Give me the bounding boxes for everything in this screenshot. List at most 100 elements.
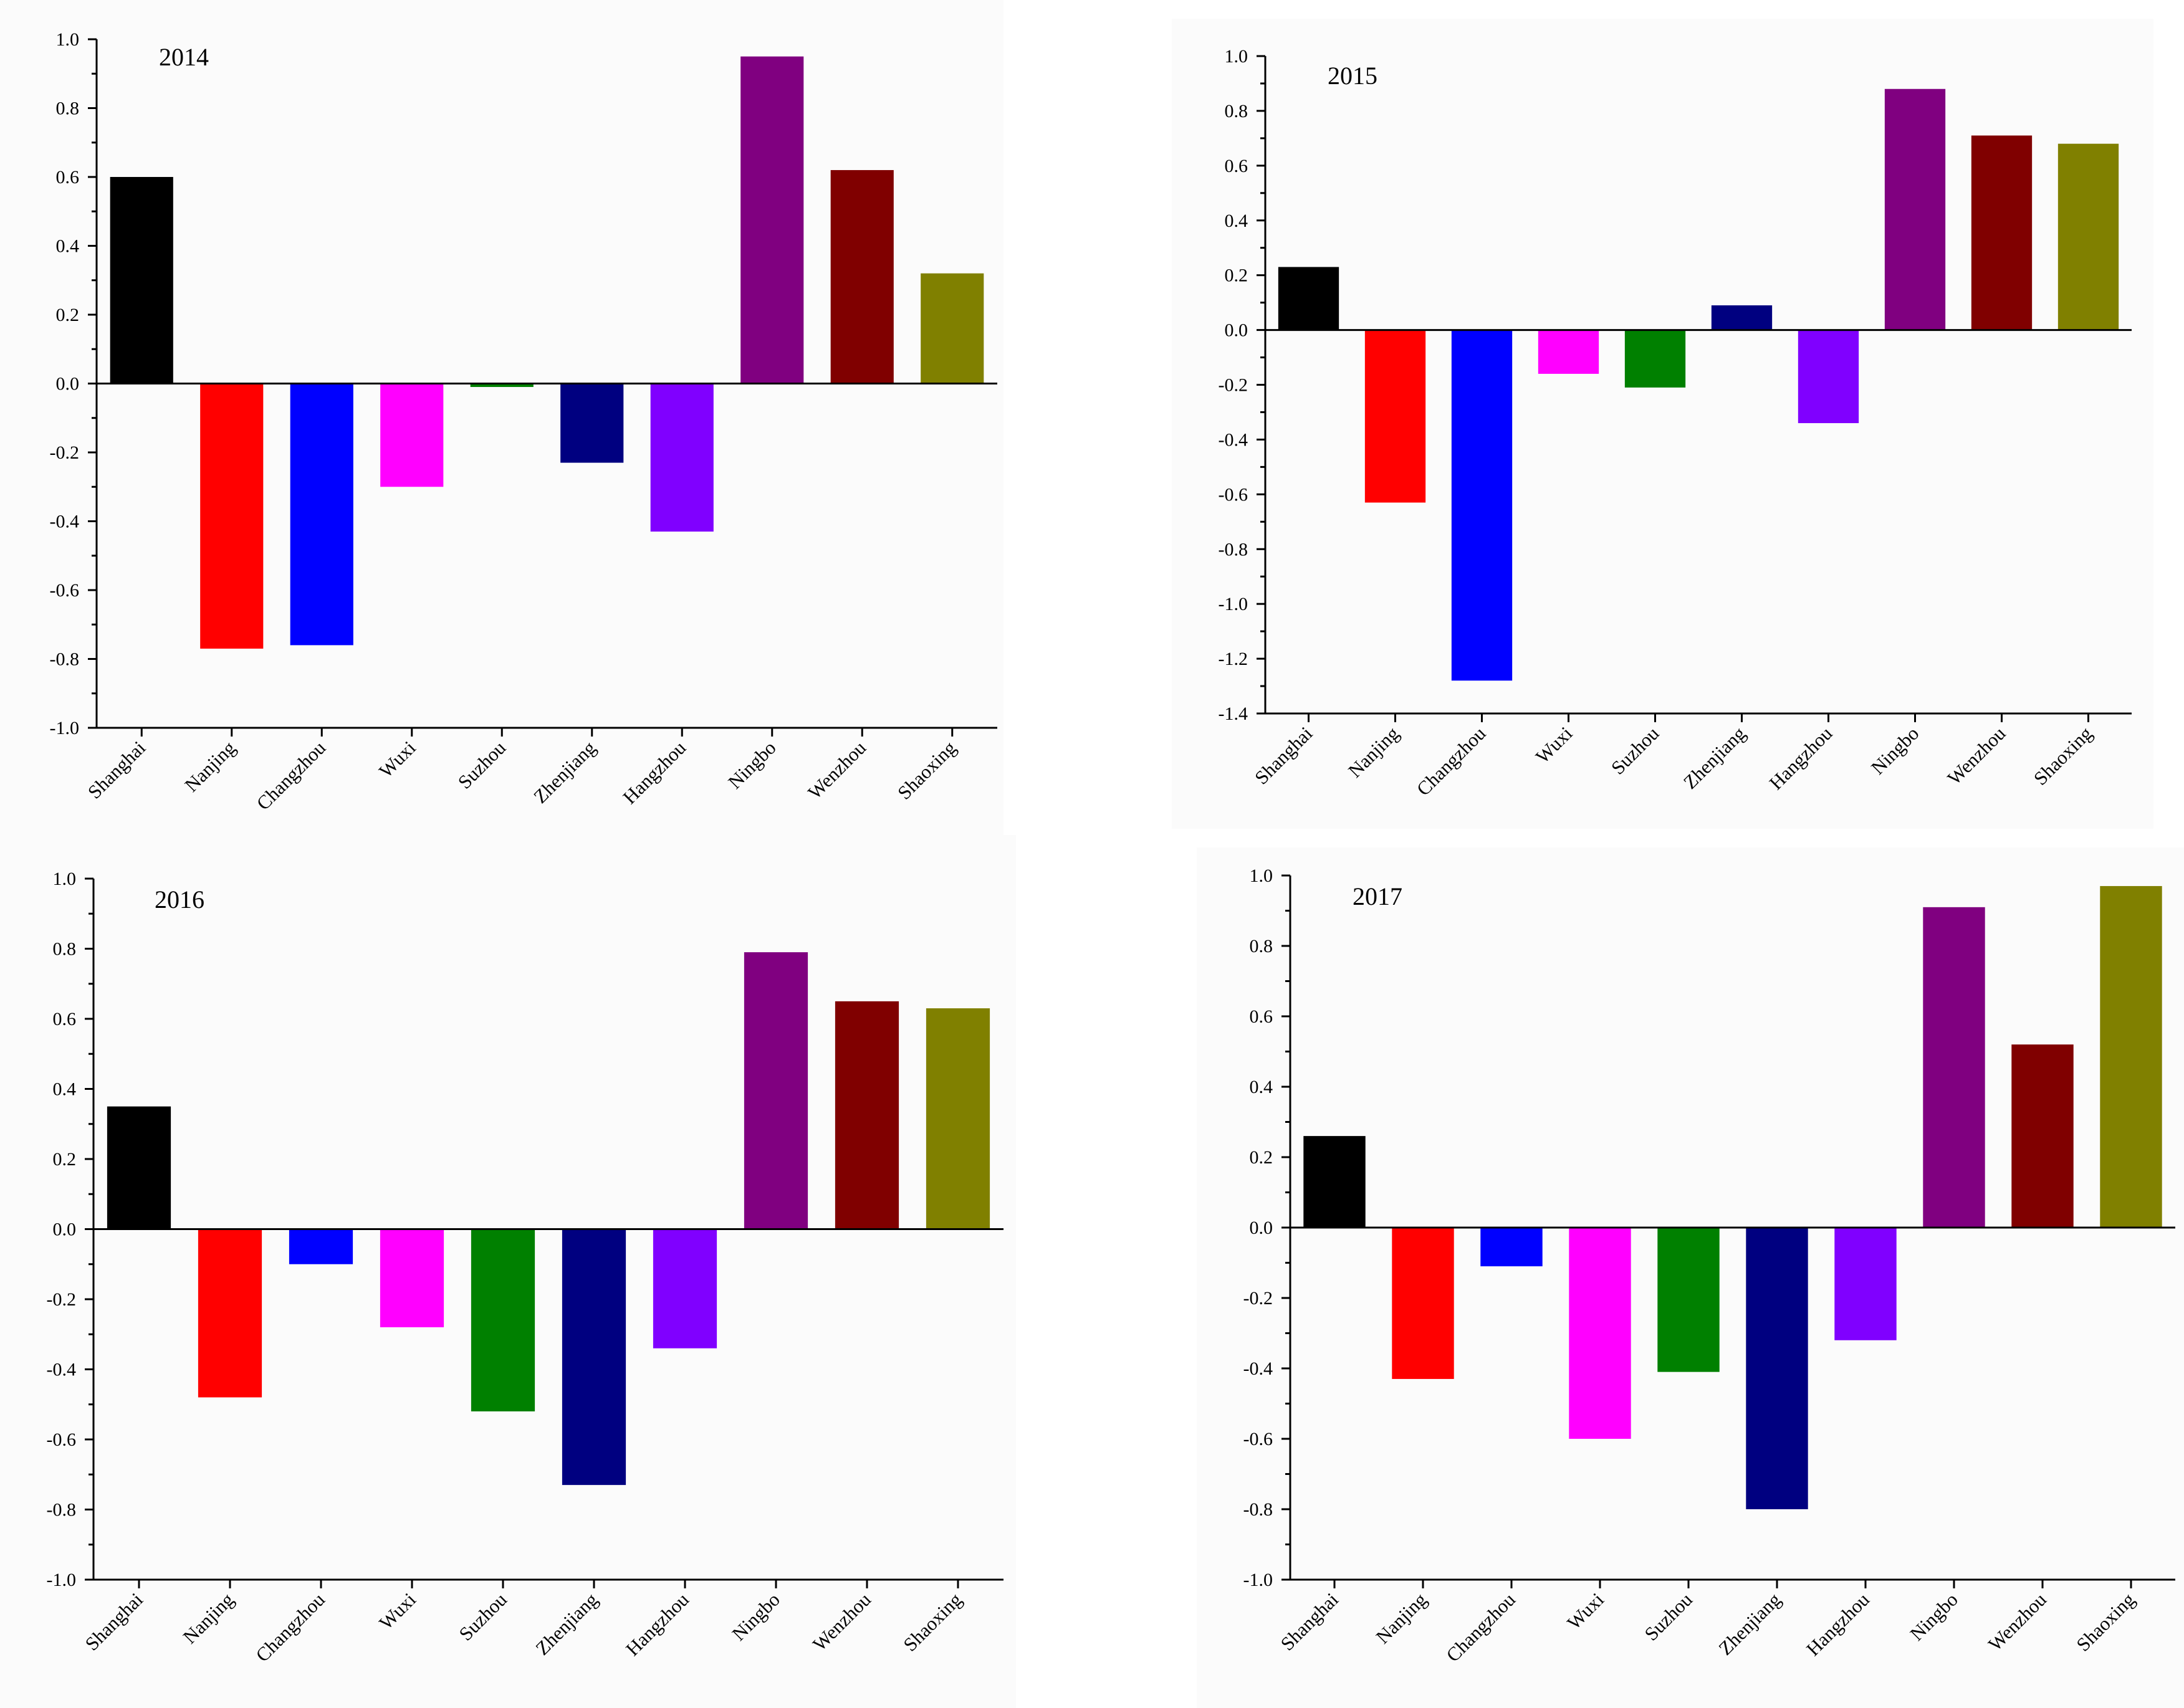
x-tick-label: Wenzhou bbox=[1984, 1588, 2051, 1655]
chart-title: 2016 bbox=[155, 885, 204, 914]
x-tick-label: Nanjing bbox=[1372, 1588, 1431, 1648]
bar-zhenjiang bbox=[562, 1229, 626, 1486]
x-tick-label: Wuxi bbox=[375, 737, 420, 782]
x-tick-label: Hangzhou bbox=[621, 1588, 693, 1660]
y-tick-label: -1.4 bbox=[1219, 704, 1248, 724]
bar-wuxi bbox=[380, 383, 444, 487]
bar-chart-svg: 2015 -1.4 -1.2 -1.0 -0.8 -0.6 -0.4 -0.2 0.0 0.2 0.… bbox=[1219, 46, 2132, 800]
y-tick-label: 0.4 bbox=[53, 1079, 77, 1100]
bar-ningbo bbox=[1884, 88, 1946, 330]
x-tick-label: Wuxi bbox=[1531, 722, 1577, 768]
bar-wuxi bbox=[380, 1229, 444, 1327]
bar-chart-svg: 2017 -1.0 -0.8 -0.6 -0.4 -0.2 0.0 0.2 0.4 0.6 0.8 1… bbox=[1243, 866, 2175, 1666]
y-tick-label: -0.2 bbox=[50, 442, 80, 463]
chart-panel-2014: 2014 -1.0 -0.8 -0.6 -0.4 -0.2 0.0 0.2 0.4 0.6 0.8 1… bbox=[0, 0, 1003, 838]
y-tick-label: 0.0 bbox=[1250, 1218, 1273, 1238]
bar-suzhou bbox=[470, 383, 534, 388]
x-tick-label: Zhenjiang bbox=[1714, 1588, 1785, 1659]
x-tick-label: Ningbo bbox=[1867, 722, 1923, 779]
y-tick-label: 0.6 bbox=[1250, 1006, 1273, 1027]
x-tick-label: Suzhou bbox=[1607, 722, 1664, 779]
x-tick-label: Shanghai bbox=[84, 737, 150, 803]
y-tick-label: 0.8 bbox=[1225, 101, 1248, 122]
x-tick-label: Changzhou bbox=[1412, 722, 1490, 800]
x-tick-label: Shanghai bbox=[1250, 722, 1317, 789]
bar-ningbo bbox=[744, 952, 808, 1229]
y-tick-label: -0.4 bbox=[1243, 1358, 1273, 1379]
x-tick-label: Shaoxing bbox=[2029, 722, 2097, 790]
y-tick-label: 0.6 bbox=[1225, 156, 1248, 176]
x-tick-label: Nanjing bbox=[179, 1588, 238, 1648]
x-tick-label: Zhenjiang bbox=[531, 1588, 602, 1659]
y-tick-label: -1.0 bbox=[47, 1570, 77, 1590]
y-tick-label: -0.2 bbox=[1219, 375, 1248, 396]
y-tick-label: 0.0 bbox=[56, 374, 80, 394]
bar-shanghai bbox=[1303, 1136, 1366, 1228]
bar-shaoxing bbox=[921, 273, 984, 384]
bar-wuxi bbox=[1569, 1228, 1631, 1439]
bar-shanghai bbox=[107, 1106, 171, 1229]
bar-shanghai bbox=[110, 177, 173, 384]
bar-wenzhou bbox=[2011, 1044, 2074, 1228]
y-tick-label: 0.0 bbox=[1225, 320, 1248, 341]
chart-title: 2017 bbox=[1353, 882, 1402, 910]
y-tick-label: -0.8 bbox=[47, 1500, 77, 1520]
bar-wenzhou bbox=[1971, 135, 2033, 330]
bar-shaoxing bbox=[2057, 143, 2119, 330]
bar-ningbo bbox=[740, 56, 804, 384]
bar-nanjing bbox=[1392, 1228, 1454, 1379]
bar-zhenjiang bbox=[560, 383, 624, 463]
bar-suzhou bbox=[1657, 1228, 1720, 1372]
y-tick-label: 0.6 bbox=[56, 167, 80, 188]
x-tick-label: Ningbo bbox=[727, 1588, 784, 1645]
bar-zhenjiang bbox=[1746, 1228, 1808, 1509]
bar-changzhou bbox=[1480, 1228, 1543, 1267]
bar-chart-svg: 2014 -1.0 -0.8 -0.6 -0.4 -0.2 0.0 0.2 0.4 0.6 0.8 1… bbox=[50, 29, 997, 814]
y-tick-label: -0.4 bbox=[50, 512, 80, 532]
x-tick-label: Shaoxing bbox=[2072, 1588, 2139, 1656]
x-tick-label: Ningbo bbox=[724, 737, 780, 793]
y-tick-label: 1.0 bbox=[56, 29, 80, 50]
y-tick-label: 0.4 bbox=[56, 236, 80, 257]
x-tick-label: Zhenjiang bbox=[1679, 722, 1750, 793]
y-tick-label: -0.2 bbox=[47, 1289, 77, 1310]
y-tick-label: -0.6 bbox=[1243, 1429, 1273, 1449]
x-tick-label: Wuxi bbox=[375, 1588, 420, 1634]
y-tick-label: -1.0 bbox=[50, 718, 80, 738]
bar-suzhou bbox=[471, 1229, 535, 1411]
bar-wenzhou bbox=[830, 169, 894, 384]
x-tick-label: Ningbo bbox=[1905, 1588, 1962, 1645]
y-tick-label: -0.8 bbox=[1243, 1499, 1273, 1520]
x-tick-label: Shaoxing bbox=[893, 737, 960, 804]
bar-wenzhou bbox=[835, 1001, 899, 1229]
y-tick-label: -0.4 bbox=[47, 1360, 77, 1380]
y-tick-label: 1.0 bbox=[1250, 866, 1273, 886]
y-tick-label: -1.0 bbox=[1219, 594, 1248, 614]
y-tick-label: 0.2 bbox=[1250, 1147, 1273, 1168]
x-tick-label: Changzhou bbox=[251, 1588, 329, 1666]
x-tick-label: Changzhou bbox=[1442, 1588, 1520, 1666]
bar-hangzhou bbox=[653, 1229, 717, 1348]
bar-changzhou bbox=[290, 383, 353, 646]
y-tick-label: -1.2 bbox=[1219, 649, 1248, 669]
y-tick-label: -0.4 bbox=[1219, 429, 1248, 450]
y-tick-label: 0.6 bbox=[53, 1009, 77, 1029]
y-tick-label: 0.8 bbox=[53, 939, 77, 960]
y-tick-label: 0.4 bbox=[1250, 1077, 1273, 1097]
x-tick-label: Hangzhou bbox=[1765, 722, 1837, 794]
chart-title: 2015 bbox=[1328, 62, 1377, 90]
x-tick-label: Zhenjiang bbox=[529, 737, 600, 808]
x-tick-label: Wenzhou bbox=[808, 1588, 875, 1655]
y-tick-label: -0.8 bbox=[50, 649, 80, 670]
bar-ningbo bbox=[1923, 907, 1985, 1228]
y-tick-label: 0.8 bbox=[56, 98, 80, 119]
x-tick-label: Suzhou bbox=[1640, 1588, 1697, 1645]
bar-hangzhou bbox=[1798, 330, 1859, 424]
y-tick-label: 0.2 bbox=[56, 305, 80, 325]
x-tick-label: Wenzhou bbox=[803, 737, 870, 803]
y-tick-label: -0.6 bbox=[47, 1429, 77, 1450]
y-tick-label: -1.0 bbox=[1243, 1570, 1273, 1590]
x-tick-label: Shanghai bbox=[81, 1588, 148, 1655]
bar-hangzhou bbox=[1834, 1228, 1897, 1340]
bar-shaoxing bbox=[2100, 885, 2162, 1228]
